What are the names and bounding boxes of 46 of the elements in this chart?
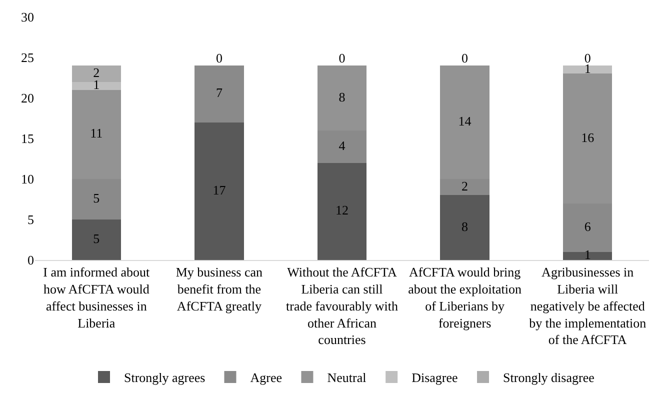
y-tick-label: 20	[21, 90, 34, 106]
bar	[194, 66, 244, 122]
bar	[72, 66, 121, 82]
data-label: 0	[462, 50, 468, 66]
data-label: 8	[462, 218, 468, 234]
data-label: 7	[216, 85, 223, 100]
data-label: 2	[93, 64, 100, 80]
data-label: 14	[458, 114, 472, 129]
x-tick-label: Agribusinesses in Liberia will negatively be affected by the implementation of the AfCFTA	[529, 264, 647, 348]
data-label: 5	[93, 231, 100, 246]
bar	[194, 122, 244, 260]
y-tick-label: 15	[21, 131, 34, 146]
bar	[440, 195, 490, 260]
y-tick-label: 25	[21, 50, 34, 66]
legend-label: Neutral	[327, 370, 367, 386]
y-tick-label: 5	[28, 212, 34, 228]
data-label: 2	[462, 178, 468, 194]
data-label: 0	[338, 50, 346, 66]
data-label: 11	[90, 126, 103, 141]
x-tick-label: My business can benefit from the AfCFTA greatly	[176, 264, 264, 314]
legend-label: Agree	[250, 370, 282, 386]
data-label: 1	[93, 77, 100, 92]
x-tick-label: Without the AfCFTA Liberia can still trade favourably with other African countries	[286, 264, 398, 348]
data-label: 12	[336, 202, 348, 218]
legend-label: Strongly agrees	[124, 370, 206, 386]
x-tick-label: AfCFTA would bring about the exploitation of Liberians by foreigners	[408, 264, 522, 330]
bar	[72, 220, 121, 260]
legend-label: Disagree	[412, 370, 458, 386]
x-tick-label: I am informed about how AfCFTA would affect businesses in Liberia	[43, 264, 150, 330]
legend-label: Strongly disagree	[503, 370, 595, 386]
bar	[72, 82, 121, 90]
y-tick-label: 10	[21, 172, 34, 187]
bar	[563, 252, 612, 260]
bar	[563, 66, 612, 74]
data-label: 6	[584, 218, 592, 234]
data-label: 5	[93, 190, 100, 206]
data-label: 16	[581, 130, 595, 145]
data-label: 17	[212, 182, 226, 198]
data-label: 0	[584, 50, 591, 66]
data-label: 4	[338, 138, 346, 153]
data-label: 8	[338, 89, 346, 104]
data-label: 1	[584, 247, 591, 262]
data-label: 0	[216, 50, 222, 66]
y-tick-label: 0	[28, 252, 34, 268]
bar	[317, 162, 367, 260]
y-tick-label: 30	[21, 10, 34, 25]
